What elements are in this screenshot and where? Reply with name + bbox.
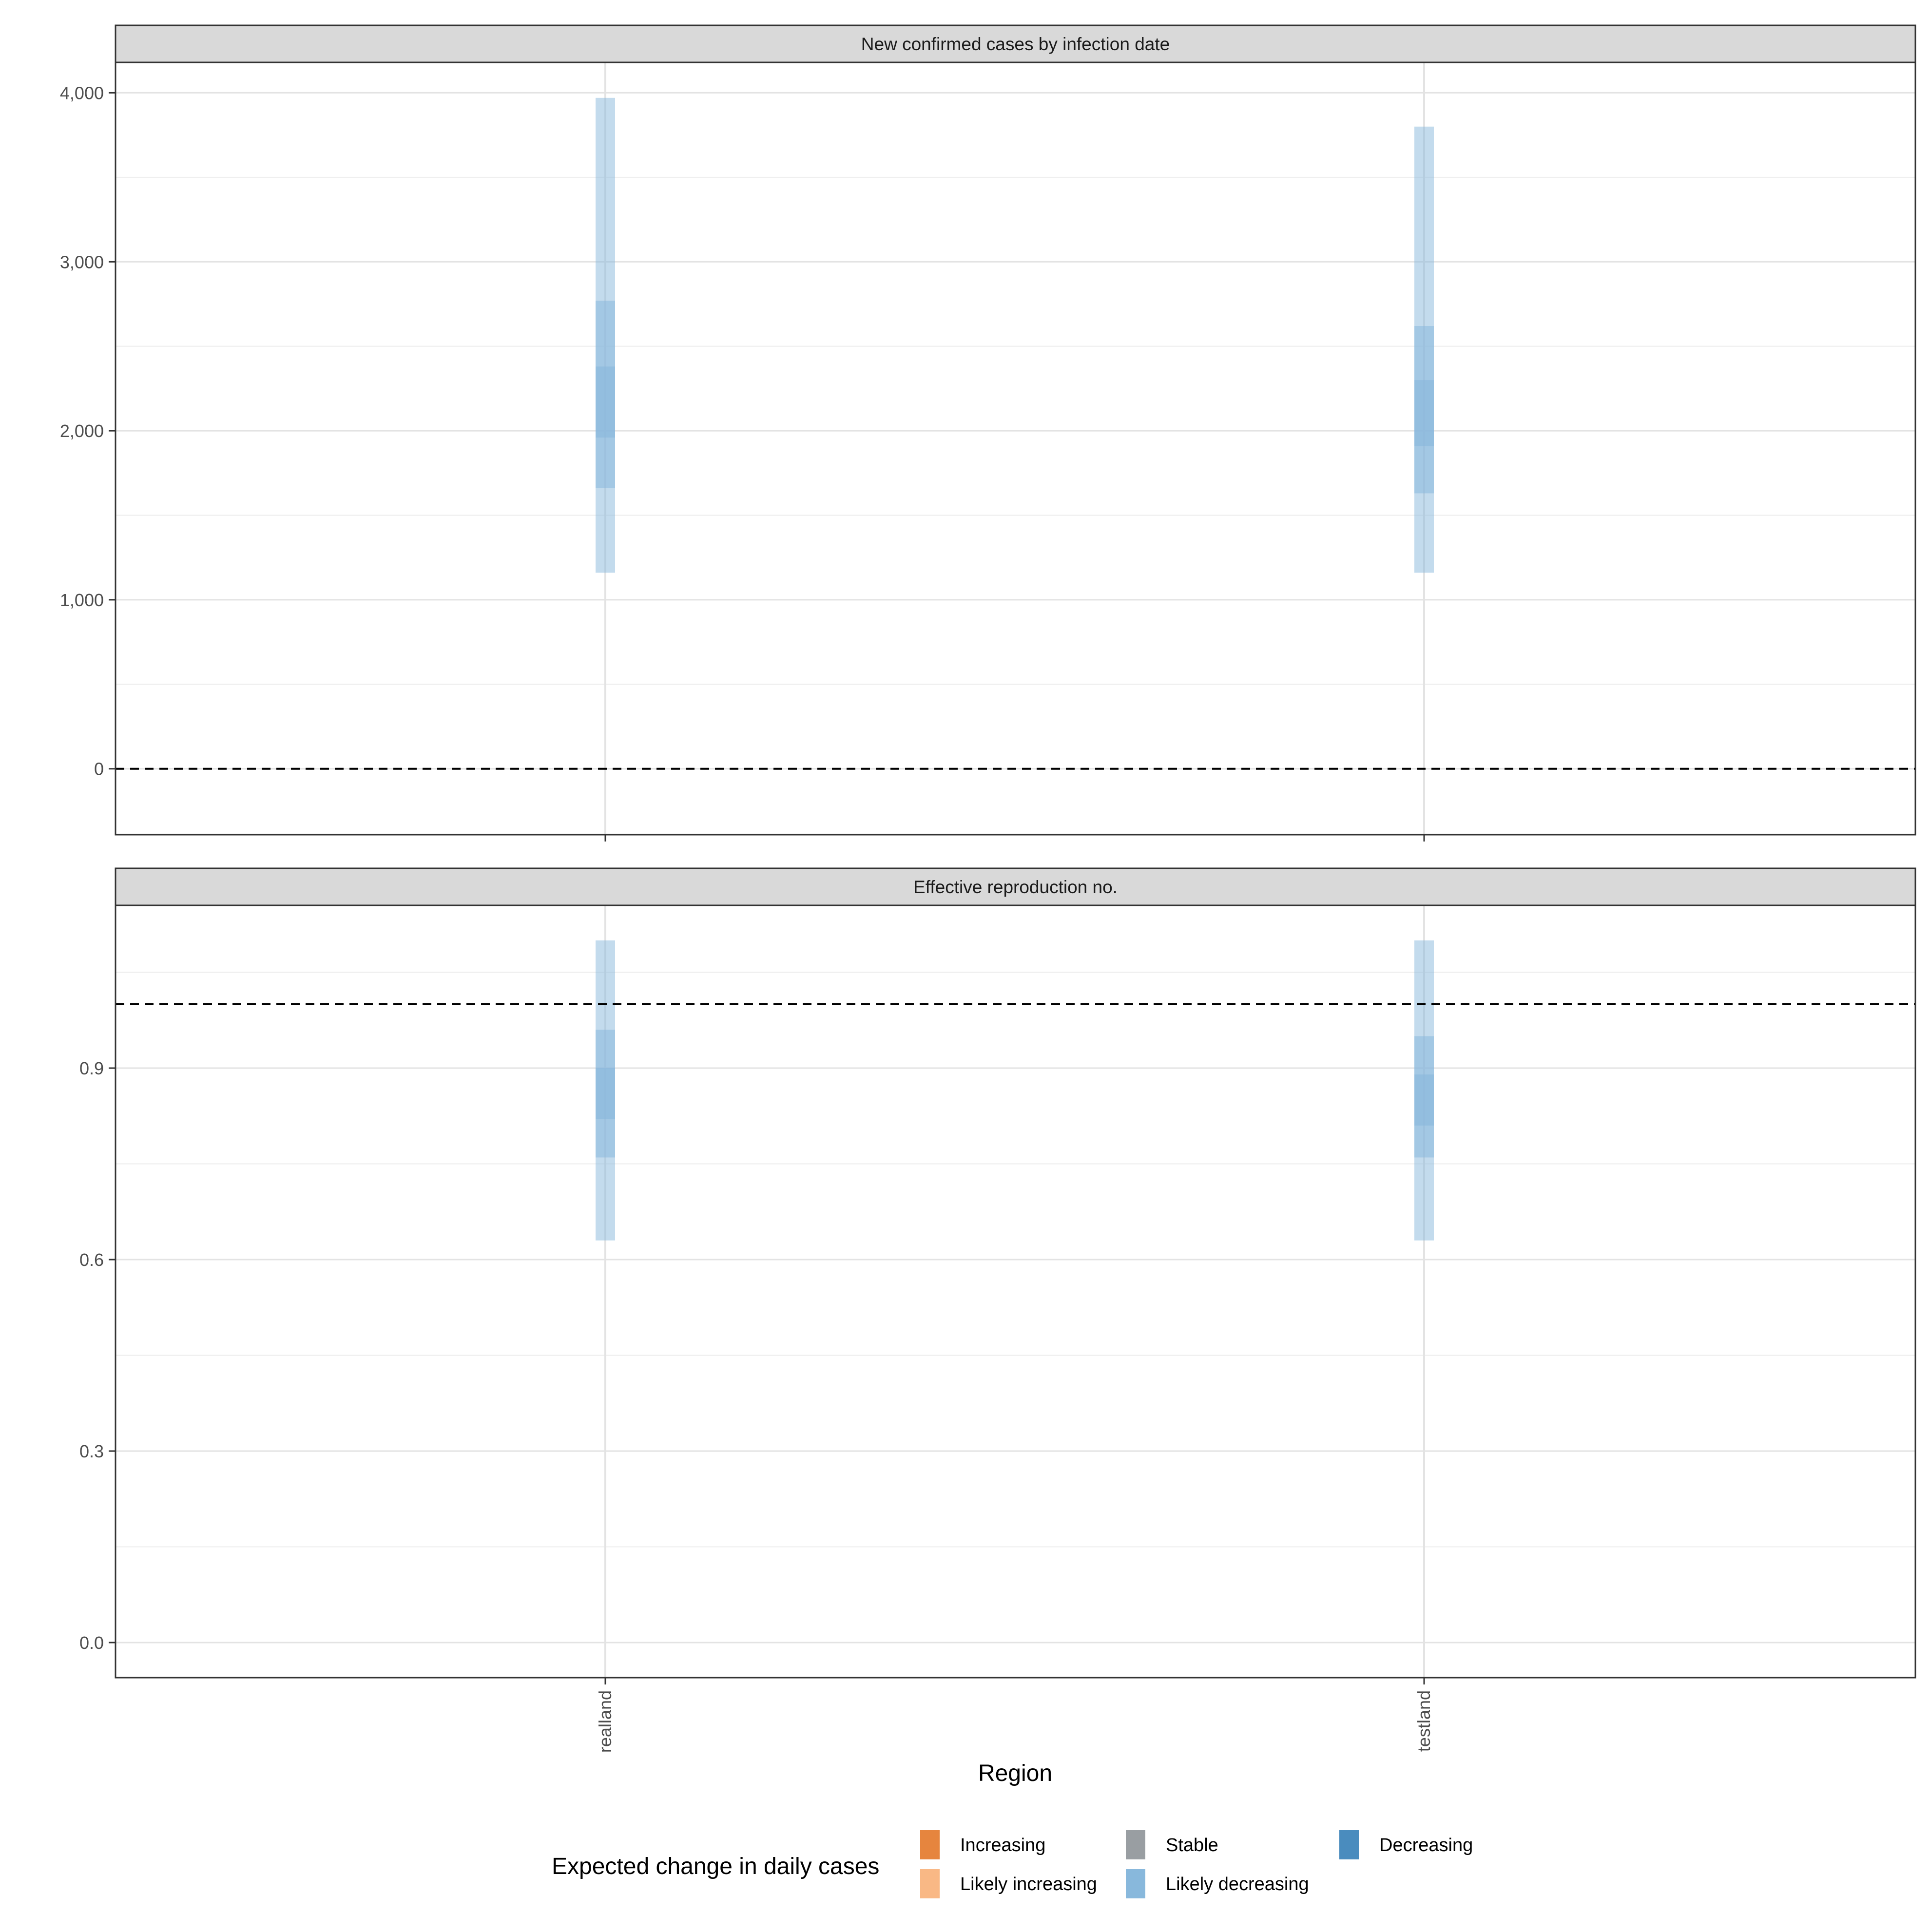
legend-title: Expected change in daily cases xyxy=(552,1854,879,1879)
facet-strip xyxy=(115,867,1916,906)
x-tick-label: testland xyxy=(1414,1690,1434,1752)
legend-label: Increasing xyxy=(960,1835,1045,1855)
legend-swatch xyxy=(1339,1830,1359,1859)
plot-area xyxy=(116,62,1915,835)
y-tick-label: 1,000 xyxy=(60,590,104,610)
plot-area xyxy=(116,905,1915,1678)
legend-item: Increasing xyxy=(920,1830,1045,1859)
panel-1: New confirmed cases by infection date 0 1,… xyxy=(60,24,1916,842)
y-tick-label: 4,000 xyxy=(60,83,104,103)
y-tick-label: 3,000 xyxy=(60,252,104,272)
legend-label: Likely increasing xyxy=(960,1874,1097,1894)
x-tick-label: realland xyxy=(595,1690,615,1753)
y-tick-label: 2,000 xyxy=(60,421,104,441)
legend-swatch xyxy=(920,1869,940,1898)
interval-bar-realland-ci20 xyxy=(596,1068,615,1119)
interval-bar-realland-ci20 xyxy=(596,366,615,438)
panel-border xyxy=(115,61,1916,836)
interval-bar-testland-ci20 xyxy=(1414,1074,1434,1126)
legend-item: Likely decreasing xyxy=(1126,1869,1309,1898)
facet-strip xyxy=(115,24,1916,63)
legend-label: Likely decreasing xyxy=(1166,1874,1309,1894)
legend: Expected change in daily cases Increasin… xyxy=(552,1830,1473,1898)
legend-label: Decreasing xyxy=(1379,1835,1473,1855)
interval-bar-testland-ci20 xyxy=(1414,380,1434,446)
panel-2: Effective reproduction no. 0.0 0.3 0.6 0.9 re… xyxy=(79,867,1916,1753)
y-tick-label: 0.3 xyxy=(79,1441,104,1461)
facet-strip-title: New confirmed cases by infection date xyxy=(861,34,1170,54)
legend-swatch xyxy=(1126,1869,1145,1898)
legend-item: Stable xyxy=(1126,1830,1218,1859)
y-tick-label: 0.6 xyxy=(79,1250,104,1270)
legend-item: Likely increasing xyxy=(920,1869,1097,1898)
x-axis-title: Region xyxy=(978,1760,1052,1786)
panel-border xyxy=(115,904,1916,1679)
y-tick-label: 0 xyxy=(94,759,104,779)
legend-label: Stable xyxy=(1166,1835,1218,1855)
legend-item: Decreasing xyxy=(1339,1830,1473,1859)
legend-items: Increasing Likely increasing Stable Likely … xyxy=(920,1830,1473,1898)
facet-strip-title: Effective reproduction no. xyxy=(913,877,1118,897)
y-tick-label: 0.9 xyxy=(79,1058,104,1078)
legend-swatch xyxy=(920,1830,940,1859)
y-tick-label: 0.0 xyxy=(79,1633,104,1653)
panels: New confirmed cases by infection date 0 1,… xyxy=(60,24,1916,1753)
legend-swatch xyxy=(1126,1830,1145,1859)
